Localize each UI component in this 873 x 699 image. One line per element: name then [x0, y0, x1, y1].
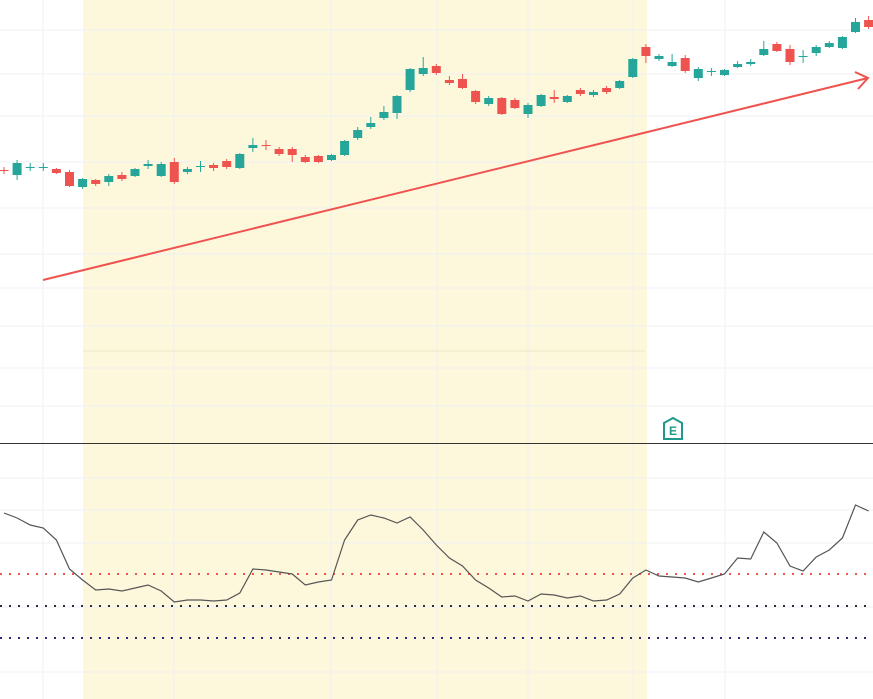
candle-body [575, 90, 585, 94]
candle-body [12, 163, 22, 175]
candle-body [641, 47, 651, 56]
candle-body [549, 97, 559, 99]
candle-body [65, 172, 74, 186]
candle-body [418, 68, 428, 74]
candle-body [379, 112, 389, 118]
candle-body [274, 149, 284, 154]
candle-body [78, 179, 88, 187]
candle-body [287, 149, 297, 155]
candle-body [602, 88, 612, 92]
date-range-highlight [83, 0, 647, 699]
candle-body [824, 43, 834, 47]
candle-body [353, 130, 363, 138]
candle-body [261, 145, 271, 146]
candle-body [837, 37, 847, 48]
earnings-label: E [669, 424, 677, 438]
candle-body [510, 100, 520, 108]
candle-body [366, 123, 376, 127]
candle-body [182, 169, 192, 172]
candle-body [667, 62, 677, 66]
candle-body [209, 165, 219, 168]
candle-body [628, 59, 638, 77]
candle-body [720, 70, 729, 75]
candle-body [523, 105, 533, 114]
candle-body [300, 157, 310, 162]
candle-body [222, 161, 232, 167]
candle-body [156, 164, 166, 176]
candle-body [235, 154, 245, 168]
candle-body [51, 169, 61, 173]
candle-body [798, 56, 808, 57]
candle-body [562, 96, 572, 102]
candle-body [25, 167, 35, 168]
candle-body [785, 49, 795, 62]
candle-body [864, 20, 873, 27]
candle-body [693, 69, 703, 78]
candle-body [0, 170, 9, 171]
candle-body [313, 156, 323, 162]
price-pane [0, 16, 873, 189]
candle-body [405, 69, 415, 90]
candle-body [143, 164, 153, 166]
candle-body [811, 47, 821, 53]
candle-body [706, 71, 716, 72]
candle-body [458, 79, 467, 88]
candle-body [484, 98, 494, 104]
candle-body [589, 92, 598, 95]
candle-body [759, 49, 769, 55]
candle-body [327, 155, 336, 160]
candle-body [497, 98, 507, 114]
candle-body [248, 145, 258, 148]
trend-arrow [42, 71, 870, 281]
candle-body [746, 62, 756, 64]
candle-body [38, 167, 48, 168]
candle-body [169, 162, 179, 182]
candle-body [772, 44, 782, 51]
candle-body [431, 66, 441, 73]
indicator-line [3, 504, 869, 603]
candle-body [654, 56, 664, 59]
candle-body [615, 81, 625, 88]
candle-body [91, 180, 101, 184]
indicator-pane [0, 504, 873, 639]
candle-body [392, 96, 402, 113]
candle-body [680, 58, 690, 71]
candle-body [444, 80, 454, 83]
candle-body [851, 22, 860, 32]
candle-body [536, 95, 546, 106]
candle-body [104, 176, 114, 182]
candle-body [196, 166, 205, 167]
candle-body [733, 64, 743, 67]
candle-body [117, 175, 127, 179]
earnings-marker[interactable]: E [663, 416, 683, 440]
candle-body [340, 141, 350, 155]
candle-body [130, 169, 140, 176]
candle-body [471, 91, 481, 102]
